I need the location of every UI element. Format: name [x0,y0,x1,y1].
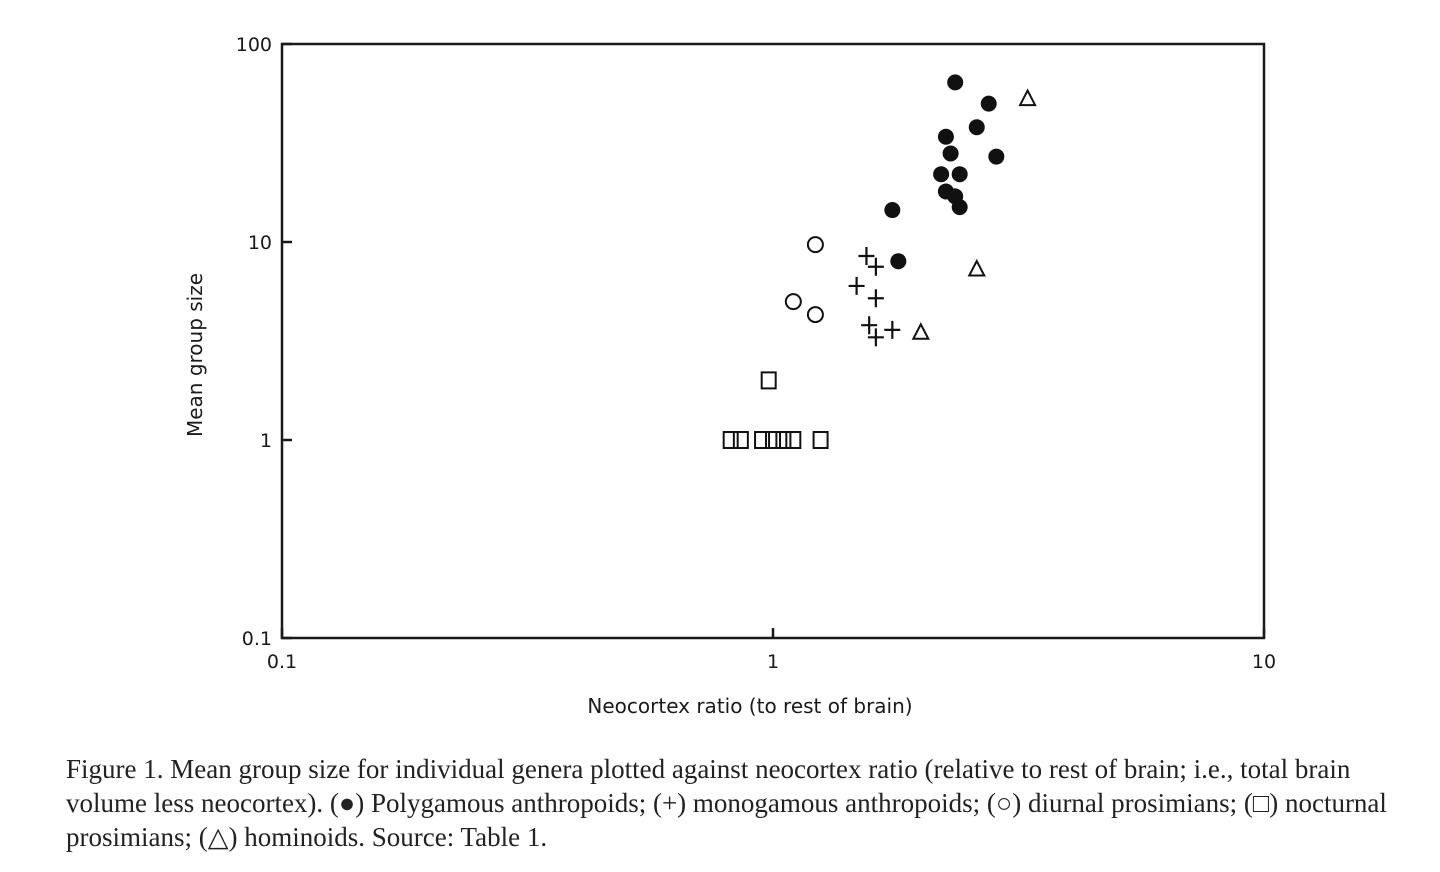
scatter-chart: 0.1 1 10 0.1 1 10 100 Neocortex ratio (to rest… [183,34,1276,718]
filled-circle-point [988,148,1005,165]
series-open-square [722,371,829,449]
plus-point [858,246,875,265]
open-square-point [732,431,749,449]
open-circle-point [784,293,802,311]
x-tick-label: 0.1 [267,651,297,673]
open-square-point [754,431,771,449]
open-square-point [760,371,777,390]
plus-point [867,328,884,347]
plus-point [848,276,865,295]
plus-point [867,289,884,308]
filled-circle-point [890,253,907,270]
filled-circle-point [980,95,997,112]
tick-labels: 0.1 1 10 0.1 1 10 100 [236,34,1276,673]
open-triangle-point [967,258,986,277]
y-axis-title: Mean group size [183,273,207,437]
open-square-point [722,431,739,449]
open-square-point [765,431,781,449]
open-circle-point [806,306,824,324]
series-plus [848,246,901,347]
filled-circle-point [947,74,964,91]
x-tick-label: 1 [767,651,779,673]
series-filled-circle [884,74,1005,270]
series-open-triangle [911,88,1037,340]
open-triangle-point [911,322,930,340]
data-points [722,74,1037,449]
x-axis-title: Neocortex ratio (to rest of brain) [587,694,912,718]
open-square-point [812,431,829,449]
open-circle-point [806,236,824,254]
filled-circle-point [937,128,954,145]
tick-marks [280,42,1266,640]
filled-circle-point [951,166,968,183]
plus-point [867,257,884,276]
y-tick-label: 100 [236,34,272,56]
plus-point [884,320,901,339]
y-tick-label: 10 [248,232,272,254]
figure-caption: Figure 1. Mean group size for individual… [66,754,1387,852]
open-square-point [775,431,792,449]
y-tick-label: 0.1 [242,628,272,650]
filled-circle-point [951,199,968,216]
series-open-circle [784,236,824,324]
open-triangle-point [1018,88,1037,107]
plot-frame [280,42,1266,640]
x-tick-label: 10 [1252,651,1276,673]
filled-circle-point [933,166,950,183]
filled-circle-point [968,119,985,136]
open-square-point [785,431,802,449]
filled-circle-point [884,202,901,219]
filled-circle-point [942,145,959,162]
plus-point [861,316,878,335]
y-tick-label: 1 [260,430,272,452]
